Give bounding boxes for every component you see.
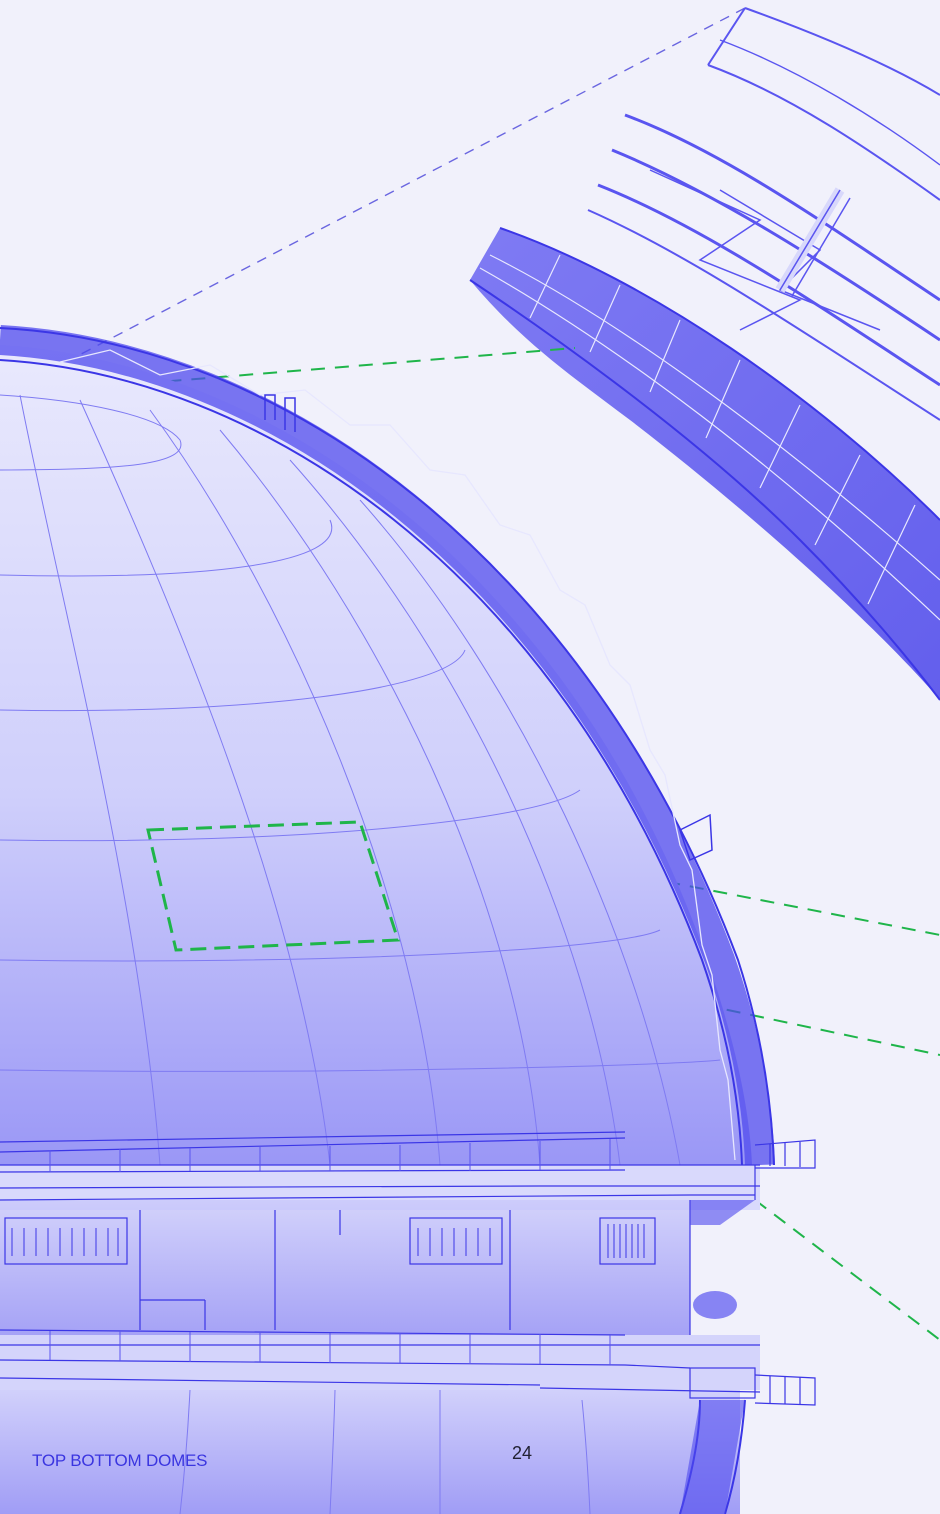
gallery-levels	[0, 1131, 816, 1514]
exploded-rib-segment	[469, 227, 940, 701]
exploded-shell-segments	[587, 7, 940, 421]
highlighted-panel	[146, 820, 401, 952]
ring-brackets	[264, 394, 713, 862]
document-section-title: TOP BOTTOM DOMES	[32, 1451, 208, 1470]
main-dome	[0, 325, 775, 1166]
guide-lines	[59, 7, 746, 366]
page-number: 24	[512, 1443, 533, 1463]
